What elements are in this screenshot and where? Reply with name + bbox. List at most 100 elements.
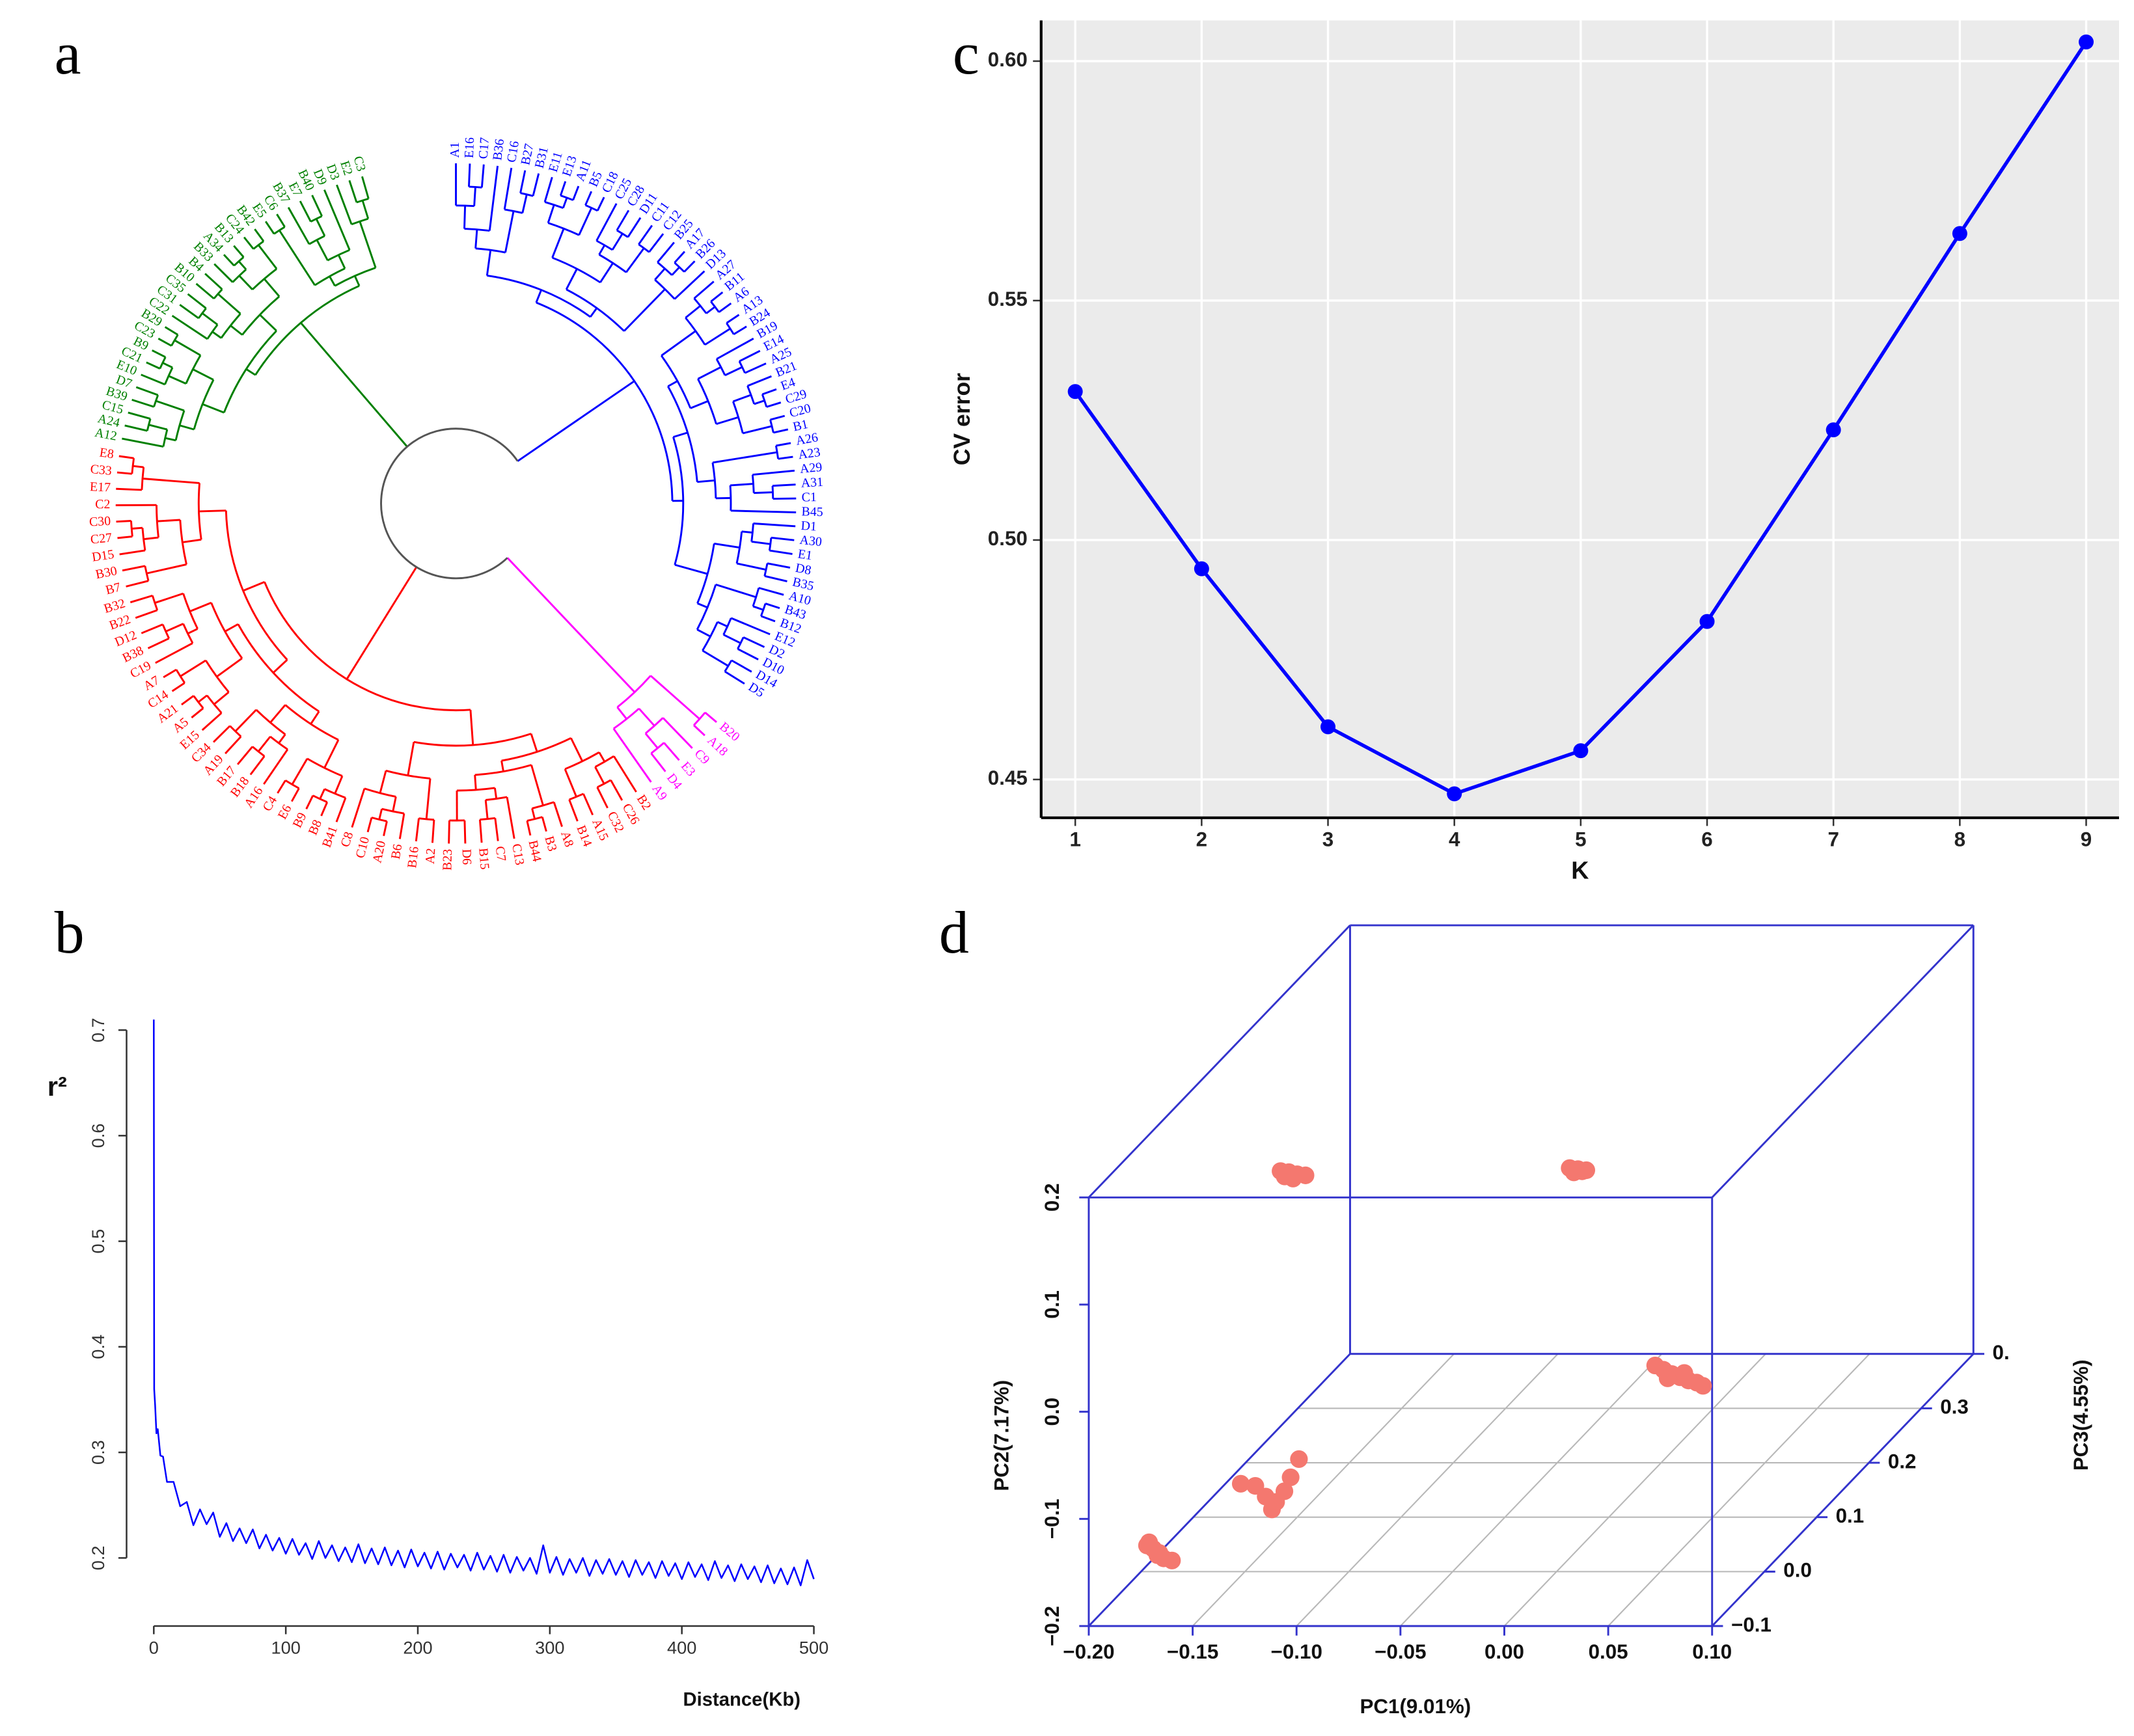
tree-branch <box>657 241 675 264</box>
data-point <box>1447 786 1462 802</box>
box-edge <box>1088 925 1351 1199</box>
tree-arc <box>457 787 495 792</box>
x-tick-label: 4 <box>1449 828 1460 851</box>
leaf-label: B3 <box>541 835 559 853</box>
leaf-label: C17 <box>476 137 493 159</box>
tree-branch <box>612 727 652 783</box>
tree-branch <box>263 278 280 297</box>
tree-branch <box>243 236 254 250</box>
tree-branch <box>162 362 173 369</box>
leaf-label: E8 <box>98 445 115 461</box>
box-edge <box>1711 1353 1975 1627</box>
tree-branch <box>135 386 159 396</box>
tree-branch <box>156 400 185 412</box>
leaf-label: B36 <box>490 138 507 161</box>
tree-branch <box>119 549 146 556</box>
tree-branch <box>197 694 208 703</box>
tree-branch <box>530 733 538 752</box>
tree-arc <box>130 521 133 537</box>
tree-branch <box>712 451 778 464</box>
tree-branch <box>696 629 711 638</box>
tree-branch <box>320 802 329 817</box>
y-tick-label: −0.1 <box>1041 1499 1063 1539</box>
tree-branch <box>379 770 387 794</box>
z-tick-label: 0.0 <box>1783 1559 1812 1582</box>
tree-arc <box>255 709 286 735</box>
tree-branch <box>469 709 474 746</box>
tree-branch <box>191 707 204 719</box>
x-tick-label: 100 <box>271 1638 300 1658</box>
tree-branch <box>319 789 326 800</box>
tree-branch <box>661 330 696 357</box>
tree-branch <box>179 424 195 431</box>
tree-branch <box>291 758 308 785</box>
data-point <box>1694 1377 1712 1395</box>
tree-arc <box>159 357 167 370</box>
tree-branch <box>627 217 642 238</box>
tree-branch <box>164 326 179 336</box>
tree-branch <box>547 204 555 224</box>
data-point <box>1231 1474 1250 1493</box>
tree-branch <box>610 780 623 801</box>
tree-branch <box>291 787 300 802</box>
tree-arc <box>715 359 726 376</box>
tree-branch <box>171 314 208 340</box>
tree-branch <box>767 562 791 569</box>
tree-branch <box>724 670 745 685</box>
tree-arc <box>654 278 676 300</box>
x-axis-title: PC1(9.01%) <box>1360 1695 1471 1718</box>
x-tick-label: 7 <box>1827 828 1839 851</box>
tree-branch <box>671 266 681 276</box>
x-tick-label: −0.10 <box>1271 1640 1322 1663</box>
tree-branch <box>766 401 782 408</box>
grid-line <box>1400 1353 1663 1627</box>
data-point <box>1194 561 1209 576</box>
tree-branch <box>128 411 151 420</box>
tree-arc <box>229 725 242 738</box>
tree-arc <box>144 565 150 582</box>
leaf-label: A29 <box>799 460 823 476</box>
tree-branch <box>747 375 772 387</box>
data-point <box>1276 1167 1294 1186</box>
tree-arc <box>284 704 339 741</box>
y-tick-label: 0.7 <box>88 1018 108 1042</box>
tree-branch <box>730 617 771 636</box>
y-axis-title: r² <box>48 1071 67 1102</box>
tree-branch <box>582 793 594 816</box>
x-tick-label: 5 <box>1575 828 1586 851</box>
tree-arc <box>307 757 343 777</box>
tree-branch <box>146 361 161 370</box>
tree-branch <box>771 536 795 541</box>
box-edge <box>1711 925 1975 1199</box>
tree-branch <box>532 173 540 197</box>
tree-arc <box>141 528 146 551</box>
tree-branch <box>257 736 271 752</box>
tree-arc <box>380 427 519 580</box>
tree-branch <box>305 795 314 809</box>
x-tick-label: 200 <box>403 1638 432 1658</box>
tree-arc <box>650 742 665 754</box>
tree-branch <box>202 403 225 414</box>
tree-arc <box>768 537 773 551</box>
tree-branch <box>753 522 796 528</box>
data-point <box>1320 719 1336 735</box>
tree-branch <box>736 562 767 571</box>
tree-branch <box>126 580 149 588</box>
tree-arc <box>597 779 612 789</box>
tree-branch <box>201 712 223 731</box>
tree-branch <box>225 735 242 755</box>
y-tick-label: 0.45 <box>988 766 1028 789</box>
tree-branch <box>165 623 184 632</box>
tree-branch <box>425 778 431 820</box>
tree-arc <box>197 307 207 319</box>
tree-branch <box>278 733 286 744</box>
tree-branch <box>168 375 187 385</box>
tree-branch <box>122 565 146 572</box>
leaf-label: B16 <box>405 846 422 869</box>
tree-branch <box>276 213 286 228</box>
tree-branch <box>181 695 195 706</box>
tree-branch <box>383 821 388 836</box>
tree-branch <box>488 165 499 231</box>
tree-arc <box>693 712 706 726</box>
tree-branch <box>259 314 277 332</box>
